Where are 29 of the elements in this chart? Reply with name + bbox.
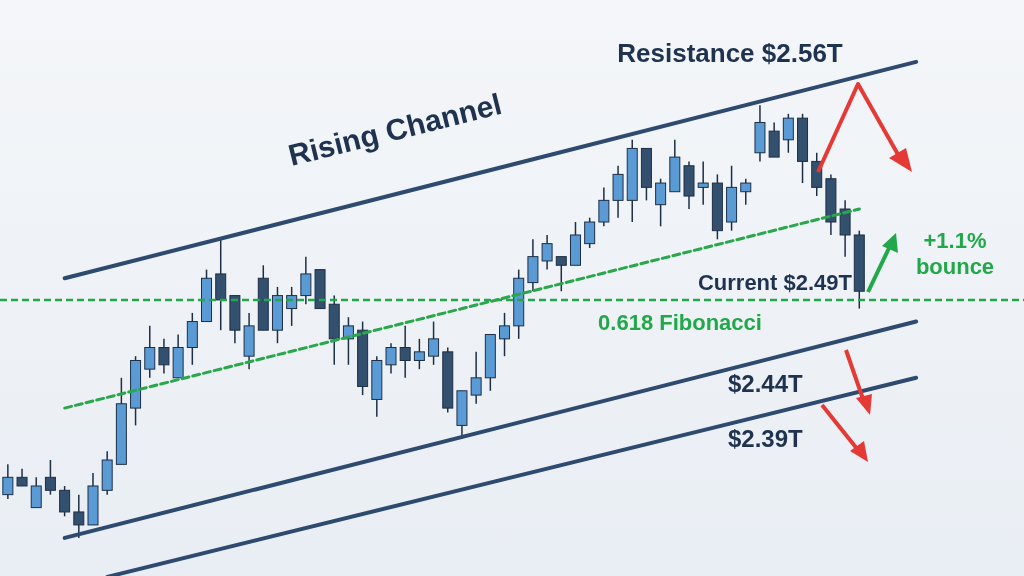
- candlestick: [428, 320, 440, 366]
- candlestick: [413, 338, 425, 370]
- candlestick: [470, 351, 482, 405]
- candlestick: [541, 234, 553, 271]
- candlestick: [584, 216, 596, 249]
- annotation: $2.44T: [728, 370, 804, 399]
- candlestick: [158, 338, 170, 375]
- candlestick: [144, 325, 156, 379]
- candlestick: [740, 177, 752, 206]
- candlestick: [399, 325, 411, 379]
- annotation: Current $2.49T: [696, 270, 852, 297]
- candlestick: [598, 186, 610, 228]
- candlestick: [286, 286, 298, 327]
- candlestick: [385, 342, 397, 375]
- candlestick: [300, 255, 312, 305]
- annotation: +1.1% bounce: [914, 228, 996, 281]
- annotation: Rising Channel: [283, 86, 506, 174]
- text: Resistance $2.56T: [616, 38, 844, 70]
- candlestick: [30, 476, 42, 509]
- candlestick: [2, 463, 14, 500]
- candlestick: [555, 255, 567, 292]
- candlestick: [782, 113, 794, 154]
- candlestick: [44, 459, 56, 496]
- candlestick: [59, 485, 71, 518]
- candlestick: [499, 312, 511, 357]
- candlestick: [655, 177, 667, 228]
- candlestick: [697, 160, 709, 206]
- annotation: $2.39T: [728, 425, 804, 454]
- ref-line-label: 0.618 Fibonacci: [597, 310, 763, 336]
